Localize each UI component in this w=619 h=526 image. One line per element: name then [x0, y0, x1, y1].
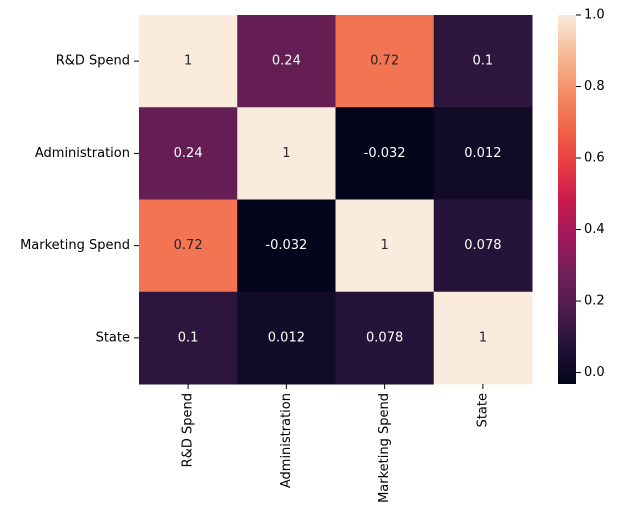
- heatmap-cell-r0-c0: [139, 15, 238, 108]
- y-axis: R&D Spend Administration Marketing Spend St…: [20, 54, 139, 345]
- heatmap-cell-r2-c3: [433, 199, 533, 293]
- colorbar-tick-label-5: 1.0: [584, 8, 605, 23]
- colorbar: [558, 15, 576, 384]
- cell-label-r1-c0: 0.24: [174, 146, 203, 161]
- x-tick-label-3: State: [475, 393, 490, 427]
- colorbar-tick-label-1: 0.2: [584, 294, 605, 309]
- cell-label-r0-c3: 0.1: [473, 54, 494, 69]
- heatmap-cell-r3-c1: [237, 291, 336, 385]
- heatmap-annotations: 1 0.24 0.72 0.1 0.24 1 -0.032 0.012 0.72 -0.032 1 0…: [174, 54, 502, 346]
- cell-label-r1-c2: -0.032: [364, 146, 406, 161]
- cell-label-r3-c3: 1: [479, 330, 487, 345]
- heatmap-cell-r2-c1: [237, 199, 336, 293]
- x-tick-label-0: R&D Spend: [181, 393, 196, 467]
- heatmap-cell-r1-c1: [237, 107, 336, 200]
- heatmap-cells: [139, 15, 533, 385]
- x-tick-label-1: Administration: [279, 393, 294, 488]
- heatmap-cell-r1-c0: [139, 107, 238, 200]
- y-tick-label-2: Marketing Spend: [20, 238, 130, 253]
- cell-label-r2-c2: 1: [380, 238, 388, 253]
- heatmap-cell-r3-c2: [335, 291, 435, 385]
- y-tick-label-1: Administration: [35, 146, 130, 161]
- heatmap-cell-r0-c1: [237, 15, 336, 108]
- heatmap-cell-r3-c3: [433, 291, 533, 385]
- y-tick-label-0: R&D Spend: [56, 54, 130, 69]
- y-tick-label-3: State: [96, 330, 130, 345]
- cell-label-r2-c0: 0.72: [174, 238, 203, 253]
- heatmap-cell-r2-c0: [139, 199, 238, 293]
- x-tick-label-2: Marketing Spend: [377, 393, 392, 503]
- colorbar-tick-label-0: 0.0: [584, 365, 605, 380]
- colorbar-axis: 0.0 0.2 0.4 0.6 0.8 1.0: [576, 8, 605, 380]
- heatmap-cell-r1-c2: [335, 107, 435, 200]
- heatmap-cell-r0-c2: [335, 15, 435, 108]
- cell-label-r1-c3: 0.012: [464, 146, 501, 161]
- cell-label-r0-c1: 0.24: [272, 54, 301, 69]
- heatmap-cell-r3-c0: [139, 291, 238, 385]
- heatmap-cell-r2-c2: [335, 199, 435, 293]
- cell-label-r1-c1: 1: [282, 146, 290, 161]
- cell-label-r3-c1: 0.012: [268, 330, 305, 345]
- colorbar-tick-label-4: 0.8: [584, 79, 605, 94]
- heatmap-cell-r1-c3: [433, 107, 533, 200]
- cell-label-r2-c1: -0.032: [265, 238, 307, 253]
- colorbar-tick-label-2: 0.4: [584, 222, 605, 237]
- cell-label-r3-c2: 0.078: [366, 330, 403, 345]
- x-axis: R&D Spend Administration Marketing Spend St…: [181, 384, 490, 503]
- colorbar-tick-label-3: 0.6: [584, 151, 605, 166]
- cell-label-r2-c3: 0.078: [464, 238, 501, 253]
- cell-label-r0-c0: 1: [184, 54, 192, 69]
- heatmap-cell-r0-c3: [433, 15, 533, 108]
- cell-label-r3-c0: 0.1: [178, 330, 199, 345]
- cell-label-r0-c2: 0.72: [370, 54, 399, 69]
